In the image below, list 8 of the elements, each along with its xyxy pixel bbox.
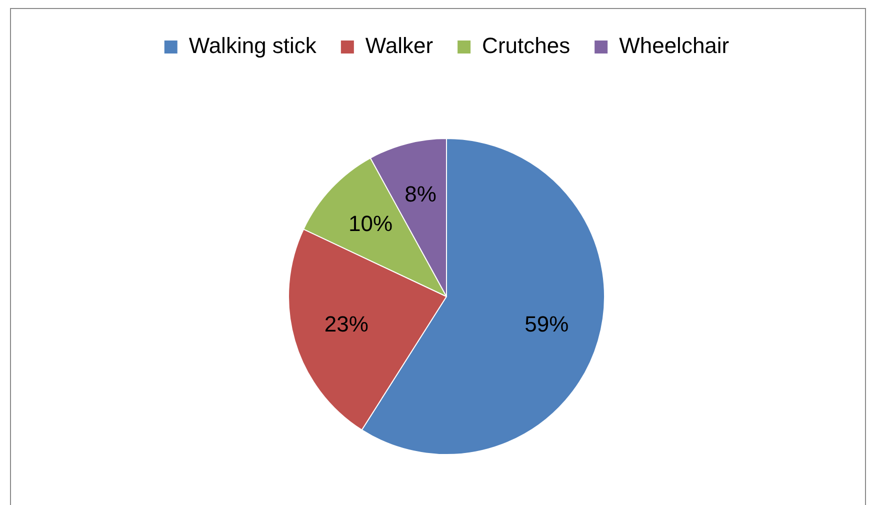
legend-label: Walking stick xyxy=(188,33,318,58)
legend-label: Wheelchair xyxy=(619,33,730,58)
data-label: 8% xyxy=(404,182,436,207)
legend-label: Crutches xyxy=(482,33,570,58)
data-label: 10% xyxy=(348,211,393,236)
data-label: 59% xyxy=(524,312,569,337)
legend-label: Walker xyxy=(365,33,434,58)
data-label: 23% xyxy=(324,312,368,337)
